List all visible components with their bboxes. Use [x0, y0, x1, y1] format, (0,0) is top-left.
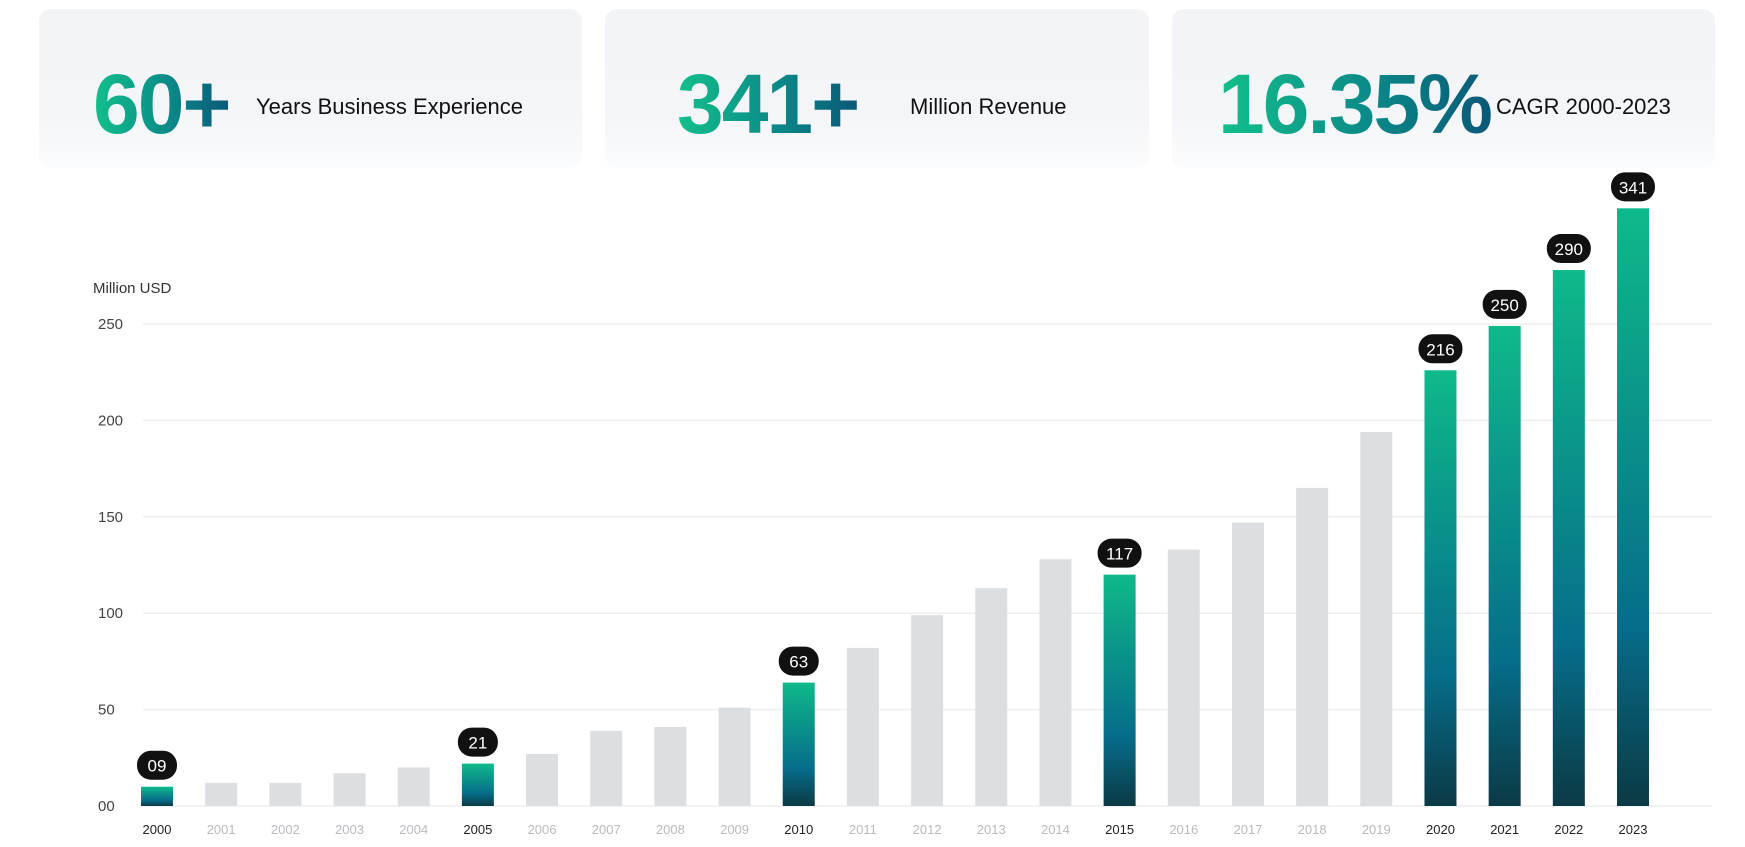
data-label: 117: [1106, 545, 1133, 564]
bar-2001: [205, 782, 238, 806]
stat-card-cagr: 16.35% CAGR 2000-2023: [1172, 9, 1715, 168]
x-tick-label: 2019: [1362, 822, 1391, 837]
x-tick-label: 2020: [1426, 822, 1455, 837]
x-tick-label: 2006: [528, 822, 557, 837]
data-label: 63: [789, 653, 808, 672]
bar-2023: [1617, 208, 1649, 806]
data-label: 21: [468, 734, 487, 753]
x-tick-label: 2000: [143, 822, 172, 837]
stat-label: Years Business Experience: [256, 94, 524, 119]
bar-2014: [1039, 559, 1072, 806]
x-tick-label: 2013: [977, 822, 1006, 837]
data-label-badge: [1611, 172, 1655, 202]
x-tick-label: 2004: [399, 822, 428, 837]
stat-value: 341+: [677, 57, 860, 151]
x-tick-label: 2008: [656, 822, 685, 837]
x-tick-label: 2018: [1298, 822, 1327, 837]
bar-2000: [141, 786, 173, 806]
y-tick-label: 50: [98, 702, 115, 719]
x-tick-label: 2007: [592, 822, 621, 837]
stat-label: Million Revenue: [910, 94, 1067, 119]
bar-2002: [269, 782, 302, 806]
data-label-badge: [1418, 334, 1463, 364]
data-label: 341: [1619, 178, 1647, 197]
bar-2007: [590, 730, 623, 806]
stat-value: 16.35%: [1218, 57, 1493, 151]
bar-2020: [1424, 370, 1457, 806]
data-label-badge: [1097, 538, 1142, 568]
x-tick-label: 2015: [1105, 822, 1134, 837]
bar-2003: [333, 773, 366, 806]
y-tick-label: 100: [98, 605, 123, 622]
bar-2015: [1103, 574, 1136, 806]
data-label-badge: [1546, 234, 1591, 264]
bar-2010: [782, 682, 815, 806]
bar-2021: [1488, 325, 1521, 806]
x-tick-label: 2023: [1619, 822, 1648, 837]
bar-2018: [1296, 487, 1329, 806]
stat-card-revenue: 341+ Million Revenue: [605, 9, 1149, 168]
bar-2008: [654, 726, 687, 806]
x-tick-label: 2012: [913, 822, 942, 837]
bar-2012: [911, 615, 944, 806]
bar-2017: [1231, 522, 1264, 806]
data-label-badge: [137, 750, 177, 780]
data-label-badge: [778, 646, 819, 676]
data-label: 09: [148, 757, 167, 776]
bar-2009: [718, 707, 751, 806]
y-axis-title: Million USD: [93, 280, 172, 297]
x-tick-label: 2014: [1041, 822, 1070, 837]
x-tick-label: 2010: [784, 822, 813, 837]
data-label: 216: [1426, 340, 1454, 359]
y-tick-label: 150: [98, 509, 123, 526]
x-tick-label: 2003: [335, 822, 364, 837]
x-tick-label: 2009: [720, 822, 749, 837]
bar-2011: [846, 647, 879, 806]
x-tick-label: 2016: [1169, 822, 1198, 837]
y-tick-label: 250: [98, 316, 123, 333]
data-label-badge: [457, 727, 498, 757]
x-tick-label: 2002: [271, 822, 300, 837]
x-tick-label: 2001: [207, 822, 236, 837]
bar-2019: [1360, 431, 1393, 806]
data-label: 290: [1555, 240, 1583, 259]
bar-2006: [526, 753, 559, 806]
x-tick-label: 2017: [1233, 822, 1262, 837]
data-label: 250: [1490, 296, 1518, 315]
stat-label: CAGR 2000-2023: [1496, 94, 1671, 119]
y-tick-label: 00: [98, 798, 115, 815]
x-tick-label: 2005: [463, 822, 492, 837]
stat-value: 60+: [93, 57, 231, 151]
stat-card-experience: 60+ Years Business Experience: [39, 9, 582, 168]
x-tick-label: 2011: [849, 822, 877, 837]
y-tick-label: 200: [98, 412, 123, 429]
x-tick-label: 2021: [1490, 822, 1519, 837]
bar-2013: [975, 588, 1008, 806]
bar-2004: [397, 767, 430, 806]
bar-2022: [1552, 270, 1585, 806]
data-label-badge: [1482, 289, 1527, 319]
x-tick-label: 2022: [1554, 822, 1583, 837]
bar-2016: [1167, 549, 1200, 806]
bar-2005: [461, 763, 494, 806]
